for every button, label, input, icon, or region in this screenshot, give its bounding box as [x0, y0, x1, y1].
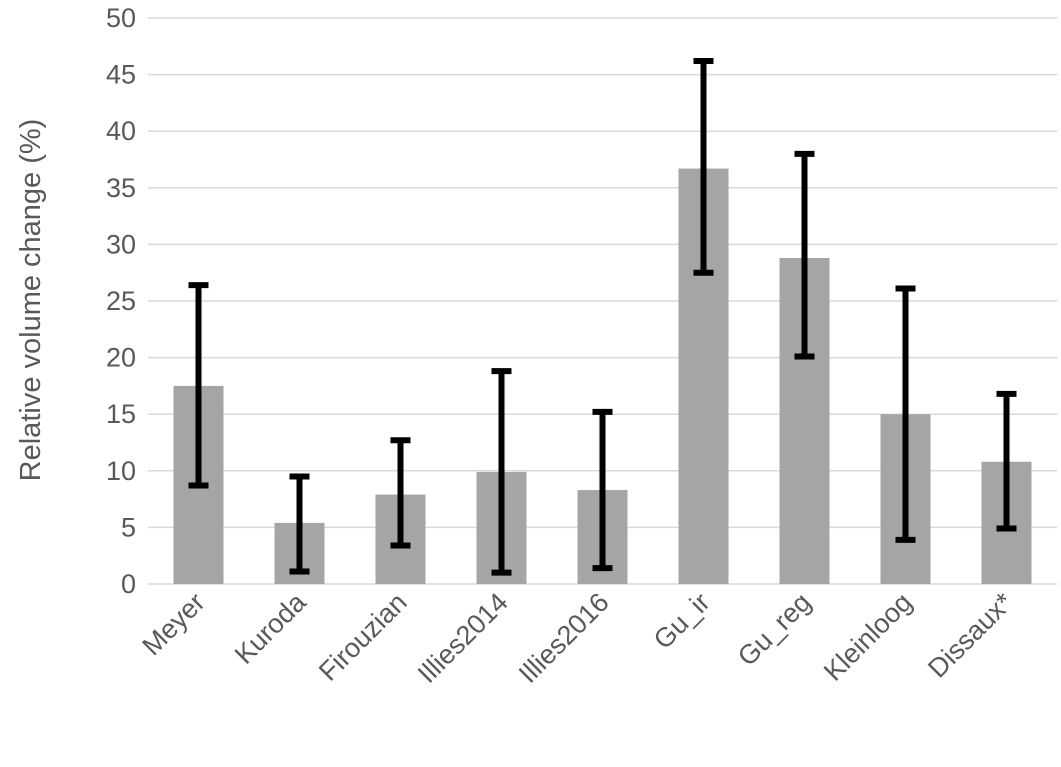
x-tick-label: Illies2016	[513, 587, 615, 689]
x-tick-label: Dissaux*	[922, 587, 1019, 684]
x-tick-label: Illies2014	[412, 587, 514, 689]
y-tick-label: 10	[106, 456, 136, 486]
y-tick-label: 25	[106, 286, 136, 316]
y-tick-label: 20	[106, 343, 136, 373]
y-tick-label: 50	[106, 3, 136, 33]
y-axis-label: Relative volume change (%)	[15, 119, 47, 482]
y-tick-label: 35	[106, 173, 136, 203]
y-tick-label: 40	[106, 116, 136, 146]
x-tick-label: Firouzian	[313, 587, 413, 687]
y-tick-label: 5	[121, 512, 136, 542]
x-tick-label: Kleinloog	[818, 587, 918, 687]
x-tick-label: Gu_ir	[648, 587, 716, 655]
y-tick-label: 30	[106, 229, 136, 259]
x-tick-label: Meyer	[136, 587, 210, 661]
x-tick-label: Gu_reg	[732, 587, 817, 672]
y-tick-label: 0	[121, 569, 136, 599]
y-tick-label: 45	[106, 60, 136, 90]
x-tick-label: Kuroda	[229, 586, 312, 669]
y-tick-label: 15	[106, 399, 136, 429]
